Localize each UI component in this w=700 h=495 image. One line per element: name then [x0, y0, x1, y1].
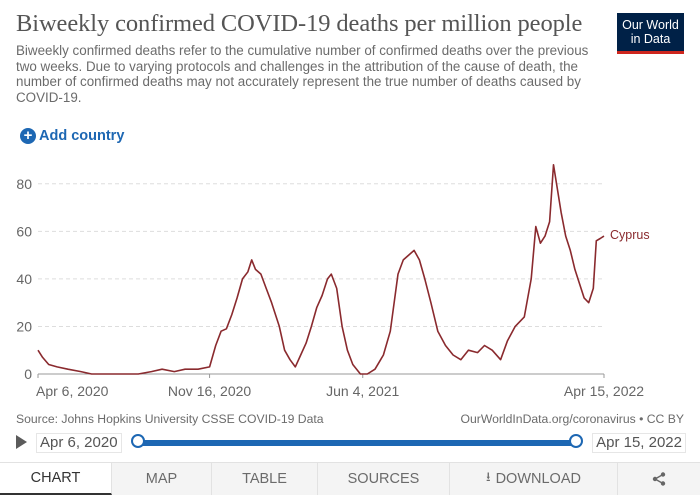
tab-bar: CHART MAP TABLE SOURCES ⭳ DOWNLOAD — [0, 462, 700, 495]
y-axis-ticks: 0 20 40 60 80 — [16, 176, 32, 382]
line-chart[interactable]: 0 20 40 60 80 Apr 6, 2020 Nov 16, 2020 Jun 4, … — [0, 160, 700, 405]
tab-download-label: DOWNLOAD — [495, 471, 581, 487]
tab-map[interactable]: MAP — [112, 463, 212, 495]
timeline-end-date: Apr 15, 2022 — [592, 433, 686, 453]
timeline-track[interactable] — [138, 440, 576, 446]
share-button[interactable] — [618, 463, 700, 495]
owid-logo[interactable]: Our World in Data — [617, 13, 684, 54]
tab-table[interactable]: TABLE — [212, 463, 318, 495]
x-axis: Apr 6, 2020 Nov 16, 2020 Jun 4, 2021 Apr 15… — [36, 373, 644, 399]
logo-line-2: in Data — [630, 32, 671, 46]
add-country-label: Add country — [39, 128, 125, 144]
y-tick-label: 20 — [16, 318, 32, 334]
series-line-cyprus[interactable] — [37, 164, 605, 375]
logo-line-1: Our World — [622, 18, 679, 32]
chart-series: Cyprus — [37, 164, 650, 375]
x-tick-label: Jun 4, 2021 — [326, 383, 399, 399]
play-icon[interactable] — [16, 435, 27, 449]
tab-chart[interactable]: CHART — [0, 463, 112, 495]
timeline-start-date: Apr 6, 2020 — [36, 433, 122, 453]
chart-subtitle: Biweekly confirmed deaths refer to the c… — [16, 43, 589, 105]
y-tick-label: 0 — [24, 366, 32, 382]
timeline-slider[interactable]: Apr 6, 2020 Apr 15, 2022 — [16, 432, 686, 454]
x-tick-label: Apr 6, 2020 — [36, 383, 109, 399]
timeline-end-handle[interactable] — [569, 434, 583, 448]
timeline-start-handle[interactable] — [131, 434, 145, 448]
y-tick-label: 80 — [16, 176, 32, 192]
credit-note[interactable]: OurWorldInData.org/coronavirus • CC BY — [460, 412, 685, 426]
series-label[interactable]: Cyprus — [610, 228, 650, 242]
source-note[interactable]: Source: Johns Hopkins University CSSE CO… — [16, 412, 324, 426]
y-tick-label: 40 — [16, 271, 32, 287]
chart-title: Biweekly confirmed COVID-19 deaths per m… — [16, 10, 583, 37]
add-country-button[interactable]: + Add country — [20, 128, 124, 144]
chart-grid — [38, 183, 604, 327]
x-tick-label: Nov 16, 2020 — [168, 383, 251, 399]
y-tick-label: 60 — [16, 223, 32, 239]
x-tick-label: Apr 15, 2022 — [564, 383, 644, 399]
tab-sources[interactable]: SOURCES — [318, 463, 450, 495]
download-icon: ⭳ — [486, 469, 491, 484]
tab-download[interactable]: ⭳ DOWNLOAD — [450, 463, 618, 495]
plus-circle-icon: + — [20, 128, 36, 144]
share-icon — [652, 472, 666, 486]
